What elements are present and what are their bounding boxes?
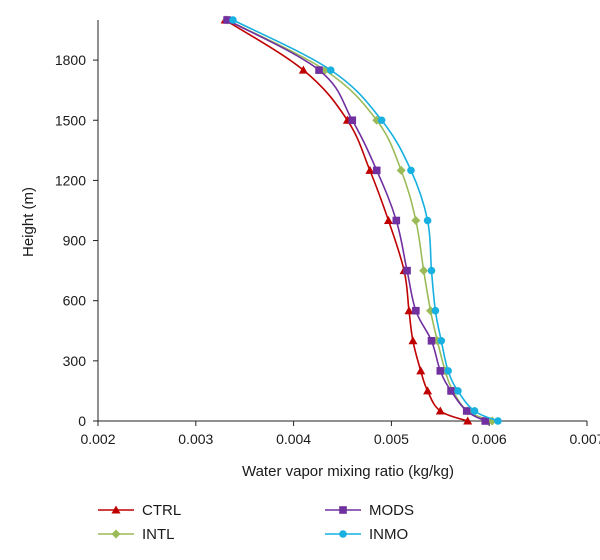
x-tick-label: 0.002	[80, 431, 115, 447]
x-tick-label: 0.003	[178, 431, 213, 447]
data-point-inmo	[326, 66, 335, 74]
data-point-ctrl	[298, 65, 308, 74]
y-tick-label: 1500	[55, 112, 86, 128]
data-point-inmo	[229, 16, 237, 24]
legend-marker-intl	[111, 529, 121, 539]
x-tick-label: 0.005	[374, 431, 409, 447]
data-point-mods	[315, 66, 323, 74]
x-tick-label: 0.006	[472, 431, 507, 447]
data-point-mods	[372, 166, 381, 175]
y-tick-label: 0	[78, 413, 86, 429]
legend-label-intl: INTL	[142, 526, 175, 543]
legend-item-mods: MODS	[325, 502, 414, 519]
x-axis-title: Water vapor mixing ratio (kg/kg)	[242, 463, 454, 480]
legend-label-inmo: INMO	[369, 526, 408, 543]
data-point-ctrl	[383, 216, 393, 224]
data-point-ctrl	[435, 406, 445, 415]
data-point-inmo	[470, 407, 479, 415]
data-point-mods	[392, 216, 401, 225]
x-tick-label: 0.004	[276, 431, 311, 447]
legend-item-intl: INTL	[98, 526, 175, 543]
data-point-ctrl	[365, 165, 375, 174]
legend-marker-ctrl	[111, 505, 121, 514]
data-point-ctrl	[408, 336, 418, 345]
series-line-mods	[226, 19, 486, 422]
series-line-inmo	[232, 19, 499, 422]
y-tick-label: 300	[63, 353, 87, 369]
y-tick-label: 1200	[55, 172, 86, 188]
data-point-mods	[436, 367, 445, 375]
y-axis-title: Height (m)	[20, 187, 37, 257]
data-point-mods	[427, 337, 436, 345]
data-point-ctrl	[423, 386, 433, 395]
data-point-mods	[348, 116, 357, 125]
data-point-mods	[462, 407, 471, 415]
data-point-inmo	[377, 116, 386, 125]
y-tick-label: 900	[63, 233, 87, 249]
series-inmo	[229, 16, 502, 425]
series-intl	[222, 15, 497, 426]
series-ctrl	[220, 15, 473, 425]
data-point-intl	[396, 165, 406, 175]
legend-marker-inmo	[339, 530, 347, 538]
ticks: 0.002 0.003 0.004 0.005 0.006 0.007 0 300 600 900…	[55, 52, 600, 447]
data-point-mods	[412, 306, 420, 315]
y-tick-label: 1800	[55, 52, 86, 68]
data-point-intl	[411, 216, 421, 225]
legend-item-ctrl: CTRL	[98, 502, 181, 519]
series-mods	[223, 16, 490, 425]
data-point-ctrl	[463, 416, 473, 425]
data-point-inmo	[423, 216, 432, 225]
axes	[97, 20, 587, 422]
series-layer	[220, 15, 502, 426]
legend-item-inmo: INMO	[325, 526, 408, 543]
legend-label-ctrl: CTRL	[142, 502, 181, 519]
data-point-ctrl	[416, 366, 426, 375]
data-point-intl	[419, 266, 429, 276]
data-point-inmo	[427, 266, 436, 275]
data-point-inmo	[431, 306, 440, 315]
x-tick-label: 0.007	[569, 431, 600, 447]
y-tick-label: 600	[63, 293, 87, 309]
data-point-mods	[223, 16, 231, 24]
legend-marker-mods	[339, 506, 347, 514]
legend-label-mods: MODS	[369, 502, 414, 519]
data-point-inmo	[454, 387, 462, 395]
data-point-inmo	[444, 367, 452, 375]
data-point-inmo	[494, 417, 502, 425]
data-point-inmo	[437, 337, 446, 345]
series-line-intl	[226, 19, 493, 422]
data-point-mods	[481, 417, 490, 425]
data-point-mods	[403, 266, 411, 275]
data-point-mods	[447, 387, 455, 395]
legend: CTRL INTL MODS INMO	[98, 502, 414, 543]
data-point-inmo	[407, 166, 415, 175]
data-point-ctrl	[404, 306, 414, 315]
